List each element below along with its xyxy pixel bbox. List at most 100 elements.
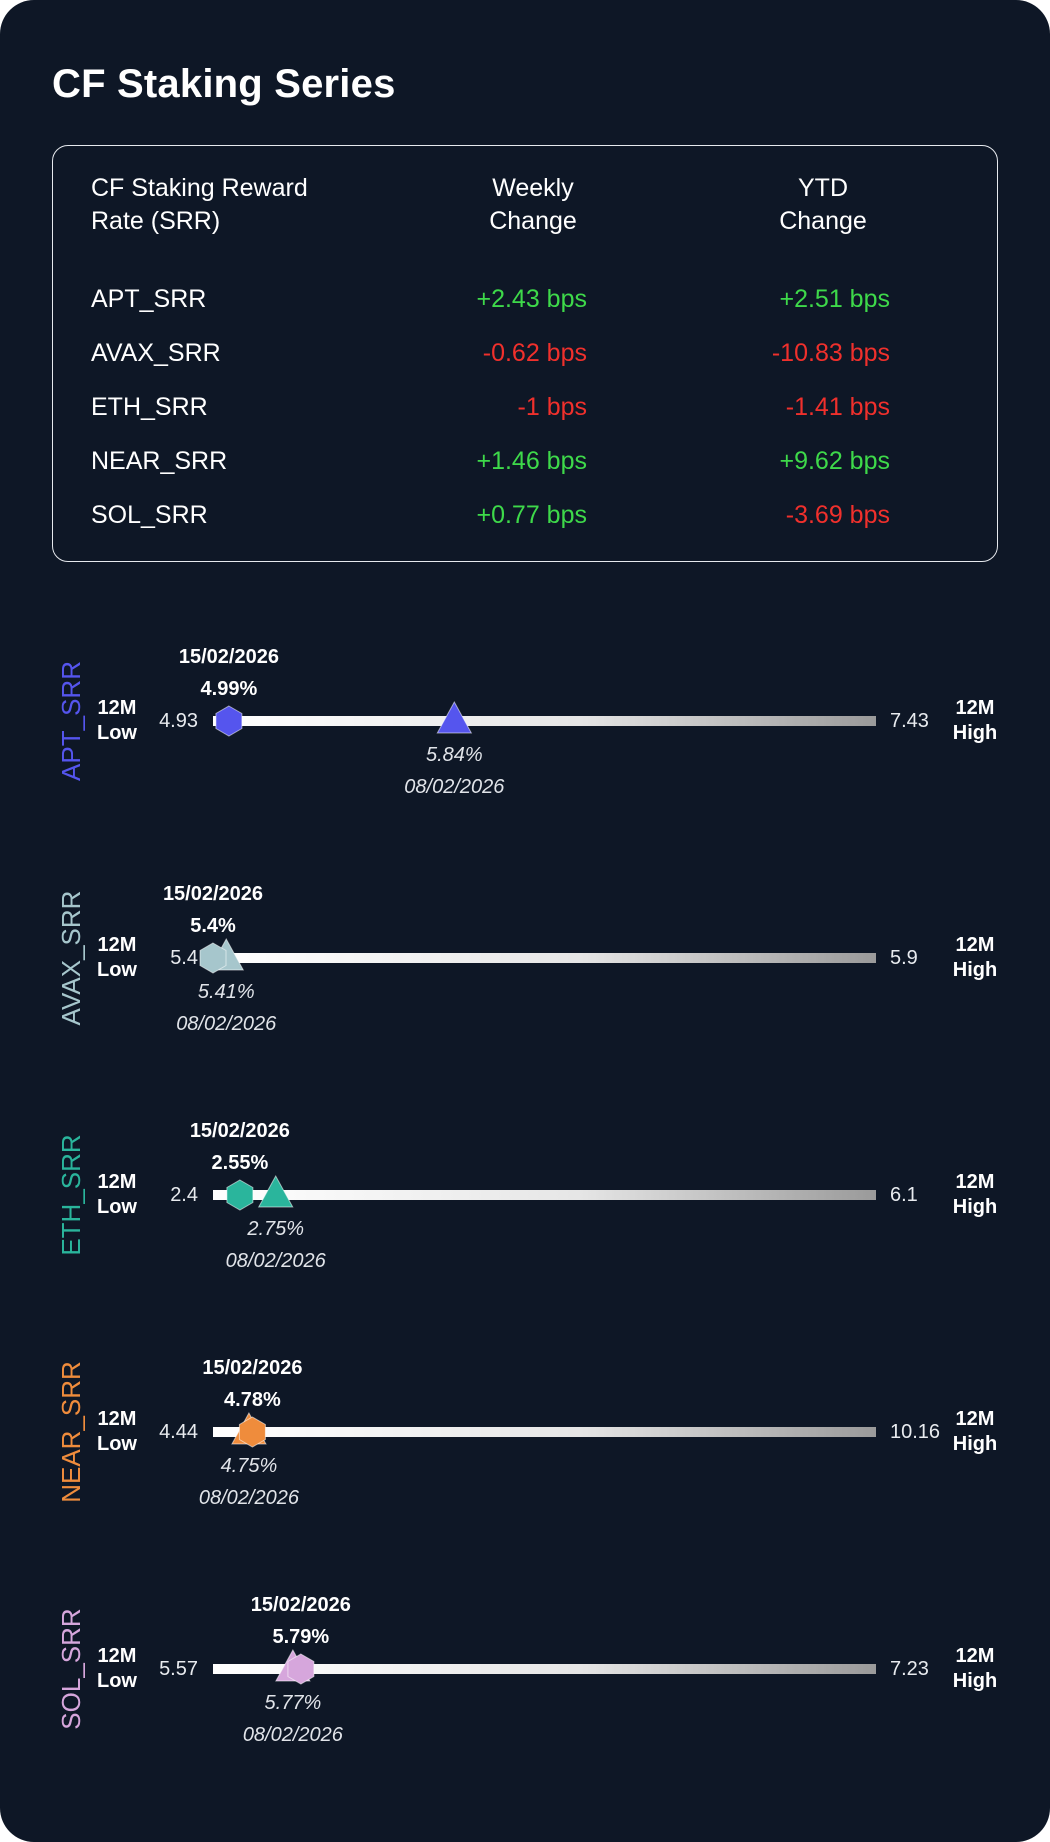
header-weekly-line1: Weekly	[492, 174, 574, 202]
high-value: 7.23	[890, 1658, 929, 1680]
row-name: SOL_SRR	[91, 501, 208, 529]
table-row: ETH_SRR -1 bps -1.41 bps	[53, 387, 997, 427]
high-value: 5.9	[890, 947, 918, 969]
high-label-line2: High	[952, 1433, 998, 1455]
low-label: 12M Low	[92, 696, 142, 746]
row-ytd-change: +9.62 bps	[779, 447, 890, 475]
previous-date-label: 08/02/2026	[225, 1250, 326, 1272]
high-label-line1: 12M	[955, 1171, 995, 1193]
current-value-label: 5.4%	[190, 915, 236, 937]
current-value-label: 5.79%	[272, 1626, 330, 1648]
low-label-line1: 12M	[97, 934, 137, 956]
current-date-label: 15/02/2026	[162, 883, 264, 905]
high-label-line2: High	[952, 1670, 998, 1692]
table-row: AVAX_SRR -0.62 bps -10.83 bps	[53, 333, 997, 373]
series-label: SOL_SRR	[56, 1608, 86, 1729]
previous-value-label: 5.41%	[197, 981, 255, 1003]
low-label-line2: Low	[97, 959, 137, 981]
low-label-line2: Low	[97, 722, 137, 744]
row-weekly-change: +2.43 bps	[476, 285, 587, 313]
row-name: ETH_SRR	[91, 393, 208, 421]
header-ytd-line2: Change	[779, 207, 867, 235]
current-value-label: 2.55%	[211, 1152, 269, 1174]
low-value: 5.4	[170, 947, 198, 969]
high-label-line2: High	[952, 1196, 998, 1218]
summary-table: CF Staking Reward Rate (SRR) Weekly Chan…	[52, 145, 998, 562]
previous-value-label: 5.84%	[425, 744, 483, 766]
table-row: SOL_SRR +0.77 bps -3.69 bps	[53, 495, 997, 535]
range-bar	[213, 1190, 876, 1200]
series-label: ETH_SRR	[56, 1134, 86, 1255]
low-label-line2: Low	[97, 1433, 137, 1455]
header-srr-line2: Rate (SRR)	[91, 207, 221, 235]
row-name: AVAX_SRR	[91, 339, 221, 367]
header-weekly-change: Weekly Change	[433, 172, 633, 238]
row-name: NEAR_SRR	[91, 447, 228, 475]
row-ytd-change: +2.51 bps	[779, 285, 890, 313]
previous-date-label: 08/02/2026	[404, 776, 505, 798]
high-label: 12M High	[950, 696, 1000, 746]
current-marker	[287, 1653, 315, 1685]
low-label-line2: Low	[97, 1196, 137, 1218]
high-label: 12M High	[950, 933, 1000, 983]
row-weekly-change: -1 bps	[517, 393, 587, 421]
header-srr: CF Staking Reward Rate (SRR)	[91, 172, 371, 238]
high-value: 7.43	[890, 710, 929, 732]
high-value: 6.1	[890, 1184, 918, 1206]
row-weekly-change: +0.77 bps	[476, 501, 587, 529]
row-ytd-change: -1.41 bps	[785, 393, 890, 421]
current-marker	[226, 1179, 254, 1211]
high-label-line1: 12M	[955, 1645, 995, 1667]
row-weekly-change: -0.62 bps	[482, 339, 587, 367]
current-date-label: 15/02/2026	[250, 1594, 351, 1616]
high-label: 12M High	[950, 1170, 1000, 1220]
low-label-line1: 12M	[97, 1408, 137, 1430]
high-label-line1: 12M	[955, 934, 995, 956]
previous-marker	[257, 1174, 294, 1208]
range-bar	[213, 953, 876, 963]
series-label: AVAX_SRR	[56, 891, 86, 1026]
low-label: 12M Low	[92, 1644, 142, 1694]
header-weekly-line2: Change	[489, 207, 577, 235]
header-ytd-line1: YTD	[798, 174, 848, 202]
current-date-label: 15/02/2026	[189, 1120, 290, 1142]
range-bar	[213, 1664, 876, 1674]
header-ytd-change: YTD Change	[723, 172, 923, 238]
previous-value-label: 4.75%	[220, 1455, 278, 1477]
row-ytd-change: -10.83 bps	[771, 339, 890, 367]
low-value: 5.57	[159, 1658, 198, 1680]
high-label-line2: High	[952, 959, 998, 981]
series-label: APT_SRR	[56, 661, 86, 781]
page-title: CF Staking Series	[52, 62, 396, 106]
table-row: APT_SRR +2.43 bps +2.51 bps	[53, 279, 997, 319]
row-ytd-change: -3.69 bps	[785, 501, 890, 529]
previous-marker	[436, 700, 473, 734]
table-row: NEAR_SRR +1.46 bps +9.62 bps	[53, 441, 997, 481]
row-name: APT_SRR	[91, 285, 207, 313]
low-label: 12M Low	[92, 933, 142, 983]
low-label-line1: 12M	[97, 697, 137, 719]
current-date-label: 15/02/2026	[178, 646, 279, 668]
low-value: 2.4	[170, 1184, 198, 1206]
current-date-label: 15/02/2026	[202, 1357, 303, 1379]
current-marker	[199, 942, 227, 974]
previous-date-label: 08/02/2026	[198, 1487, 299, 1509]
row-weekly-change: +1.46 bps	[476, 447, 587, 475]
low-label-line1: 12M	[97, 1645, 137, 1667]
range-bar	[213, 716, 876, 726]
high-value: 10.16	[890, 1421, 941, 1443]
header-srr-line1: CF Staking Reward	[91, 174, 308, 202]
high-label: 12M High	[950, 1407, 1000, 1457]
current-marker	[215, 705, 243, 737]
high-label-line1: 12M	[955, 697, 995, 719]
low-value: 4.93	[159, 710, 198, 732]
high-label-line1: 12M	[955, 1408, 995, 1430]
current-marker	[238, 1416, 266, 1448]
high-label: 12M High	[950, 1644, 1000, 1694]
low-label-line2: Low	[97, 1670, 137, 1692]
previous-value-label: 5.77%	[264, 1692, 322, 1714]
previous-value-label: 2.75%	[247, 1218, 305, 1240]
range-bar	[213, 1427, 876, 1437]
